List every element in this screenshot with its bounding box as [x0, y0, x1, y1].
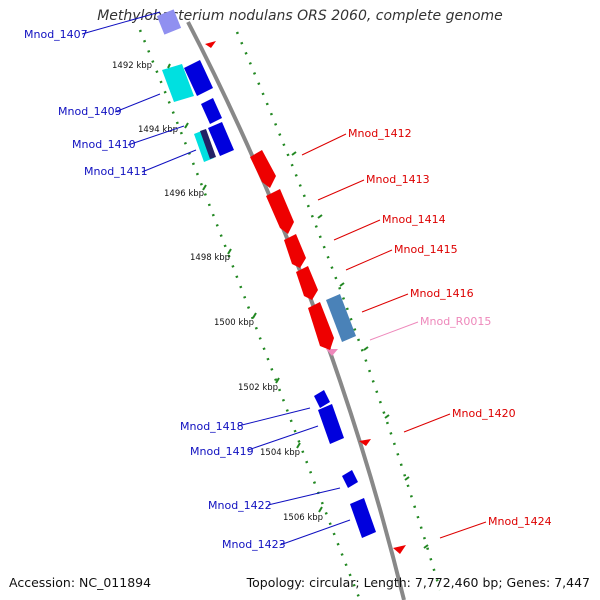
tick-label: 1496 kbp [164, 189, 204, 199]
gene-label[interactable]: Mnod_1424 [488, 515, 552, 528]
gene-label[interactable]: Mnod_1414 [382, 213, 446, 226]
rna-connector [369, 321, 419, 341]
tick-label: 1500 kbp [214, 318, 254, 328]
tick-label: 1492 kbp [112, 61, 152, 71]
tick-label: 1506 kbp [283, 513, 323, 523]
gene-Mnod_1422[interactable] [342, 470, 358, 488]
gene-Mnod_1414[interactable] [284, 234, 306, 268]
genome-stats-text: Topology: circular; Length: 7,772,460 bp… [246, 575, 590, 590]
gene-label[interactable]: Mnod_1411 [84, 165, 148, 178]
accession-text: Accession: NC_011894 [9, 575, 152, 590]
gene-Mnod_1412[interactable] [250, 150, 276, 188]
left-label-group: Mnod_1407 Mnod_1409 Mnod_1410 Mnod_1411 … [24, 28, 286, 551]
gene-label[interactable]: Mnod_1410 [72, 138, 136, 151]
tick-label: 1494 kbp [138, 125, 178, 135]
gene-Mnod_1409b[interactable] [201, 98, 222, 124]
rna-label[interactable]: Mnod_R0015 [420, 315, 491, 328]
gene-Mnod_1411[interactable] [194, 129, 216, 162]
gene-Mnod_1407[interactable] [156, 9, 182, 35]
map-title: Methylobacterium nodulans ORS 2060, comp… [97, 8, 503, 24]
rna-marker [326, 349, 338, 356]
gene-label[interactable]: Mnod_1416 [410, 287, 474, 300]
gene-Mnod_1409[interactable] [184, 60, 213, 96]
gene-label[interactable]: Mnod_1409 [58, 105, 122, 118]
right-label-group: Mnod_1412 Mnod_1413 Mnod_1414 Mnod_1415 … [348, 127, 552, 528]
gene-label[interactable]: Mnod_1418 [180, 420, 244, 433]
gene-Mnod_1419[interactable] [318, 404, 344, 444]
gene-Mnod_1423[interactable] [350, 498, 376, 538]
right-guide-track [235, 31, 442, 591]
gene-label[interactable]: Mnod_1422 [208, 499, 272, 512]
right-connectors [301, 133, 487, 539]
gene-Mnod_1413[interactable] [266, 189, 294, 234]
marker-arrow [205, 41, 216, 48]
gene-Mnod_1418[interactable] [314, 390, 330, 408]
gene-Mnod_1416[interactable] [308, 302, 334, 350]
gene-label[interactable]: Mnod_1423 [222, 538, 286, 551]
gene-Mnod_1409-cyan[interactable] [162, 64, 194, 102]
tick-label: 1498 kbp [190, 253, 230, 263]
gene-label[interactable]: Mnod_1413 [366, 173, 430, 186]
gene-label[interactable]: Mnod_1419 [190, 445, 254, 458]
right-track-ticks [291, 151, 429, 549]
gene-label[interactable]: Mnod_1415 [394, 243, 458, 256]
left-guide-track [138, 29, 362, 600]
gene-label[interactable]: Mnod_1407 [24, 28, 88, 41]
left-connectors [81, 11, 351, 546]
scale-ticks: 1492 kbp 1494 kbp 1496 kbp 1498 kbp 1500… [112, 61, 323, 523]
tick-label: 1502 kbp [238, 383, 278, 393]
gene-Mnod_1415[interactable] [296, 266, 318, 300]
gene-Mnod_1410[interactable] [208, 122, 234, 156]
gene-Mnod_R0015[interactable] [326, 294, 356, 342]
marker-arrow [393, 545, 406, 554]
tick-label: 1504 kbp [260, 448, 300, 458]
marker-arrow [359, 439, 371, 446]
gene-label[interactable]: Mnod_1412 [348, 127, 412, 140]
gene-label[interactable]: Mnod_1420 [452, 407, 516, 420]
